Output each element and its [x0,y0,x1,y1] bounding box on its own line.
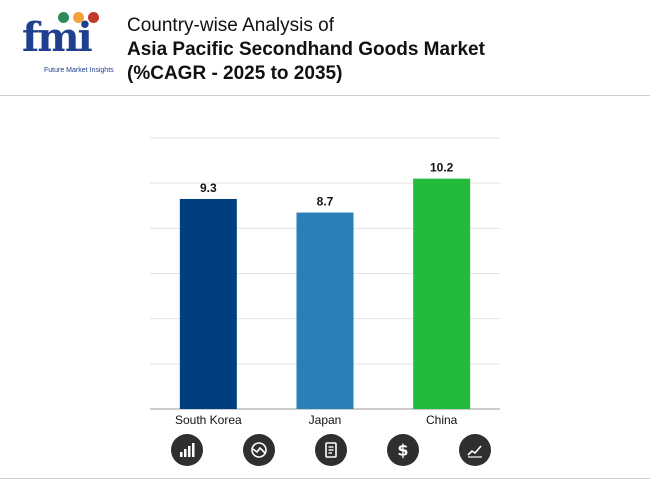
x-tick-label: South Korea [175,413,242,427]
footer-icon-row: $ [0,434,650,474]
dollar-icon: $ [387,434,419,466]
title-line-2: Asia Pacific Secondhand Goods Market [127,39,485,60]
logo-dot-red [88,12,99,23]
trend-analysis-icon [243,434,275,466]
logo-tagline: Future Market Insights [44,67,114,74]
logo-dot-green [58,12,69,23]
header: fmi Future Market Insights Country-wise … [0,0,650,95]
fmi-logo: fmi Future Market Insights [22,12,114,74]
data-label: 8.7 [317,195,334,209]
svg-text:$: $ [397,441,408,459]
logo-wordmark: fmi [22,14,93,61]
footer-divider [0,478,650,479]
title-line-1: Country-wise Analysis of [127,15,334,36]
x-tick-label: China [426,413,458,427]
data-label: 9.3 [200,181,217,195]
report-document-icon [315,434,347,466]
header-divider [0,95,650,96]
line-chart-icon [459,434,491,466]
x-tick-label: Japan [309,413,342,427]
growth-chart-icon [171,434,203,466]
logo-dot-orange [73,12,84,23]
bar [179,198,237,409]
bar [413,178,471,409]
data-label: 10.2 [430,161,454,175]
bar [296,212,354,409]
title-line-3: (%CAGR - 2025 to 2035) [127,63,343,84]
chart-title: Country-wise Analysis of Asia Pacific Se… [127,14,627,86]
logo-dots [58,12,99,23]
